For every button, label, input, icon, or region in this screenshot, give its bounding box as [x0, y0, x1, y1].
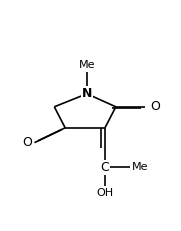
- Text: N: N: [82, 87, 92, 100]
- Text: O: O: [23, 136, 33, 149]
- Text: Me: Me: [132, 162, 149, 172]
- Text: C: C: [101, 161, 109, 173]
- Text: OH: OH: [96, 188, 113, 198]
- Text: Me: Me: [79, 60, 95, 70]
- Text: O: O: [150, 100, 160, 113]
